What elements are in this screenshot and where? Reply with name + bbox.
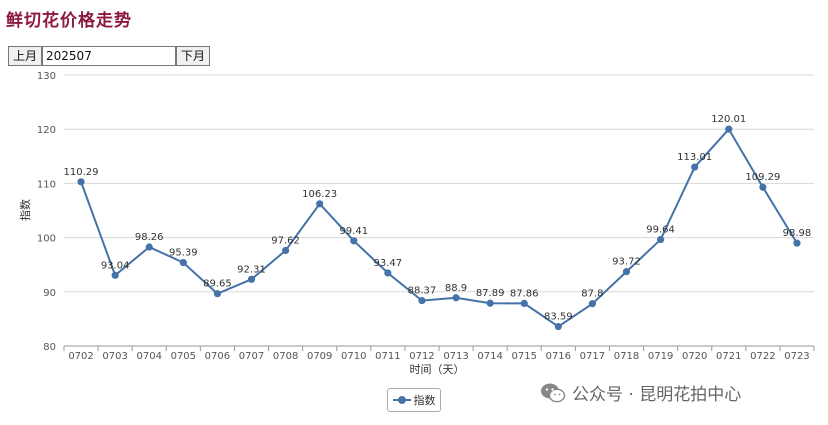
legend-marker-icon <box>392 395 411 405</box>
x-tick-label: 0718 <box>614 351 639 362</box>
data-label: 88.9 <box>445 283 467 294</box>
data-point <box>350 237 358 245</box>
data-label: 87.89 <box>476 288 505 299</box>
y-axis-label: 指数 <box>18 199 32 221</box>
x-tick-label: 0703 <box>102 351 127 362</box>
data-point <box>281 246 290 255</box>
data-label: 92.31 <box>237 264 266 275</box>
data-label: 106.23 <box>302 189 337 200</box>
x-tick-label: 0704 <box>137 351 162 362</box>
data-point <box>759 183 767 191</box>
y-tick-label: 130 <box>37 71 56 82</box>
data-label: 110.29 <box>64 167 99 178</box>
data-point <box>111 271 119 279</box>
data-point <box>554 322 562 331</box>
data-point <box>691 163 699 171</box>
month-controls: 上月 下月 <box>8 46 211 66</box>
y-tick-label: 90 <box>43 288 56 299</box>
data-label: 93.04 <box>101 260 130 271</box>
data-label: 98.98 <box>783 228 812 239</box>
data-label: 87.86 <box>510 288 539 299</box>
watermark: 公众号 · 昆明花拍中心 <box>540 380 741 405</box>
wechat-icon <box>541 383 566 402</box>
y-tick-label: 110 <box>37 179 56 190</box>
data-point <box>725 125 733 133</box>
series-line-group: 110.29 93.04 98.26 95.39 89.65 92.31 97.62 106.… <box>64 114 812 331</box>
data-point <box>384 269 392 277</box>
x-tick-label: 0720 <box>682 351 707 362</box>
data-point <box>316 200 324 208</box>
data-label: 113.01 <box>677 152 712 163</box>
data-label: 83.59 <box>544 312 573 323</box>
x-tick-label: 0711 <box>375 351 400 362</box>
x-tick-label: 0702 <box>68 351 93 362</box>
x-axis-ticks: 0702 0703 0704 0705 0706 0707 0708 0709 0710 0711… <box>63 346 815 362</box>
data-point <box>213 290 222 298</box>
data-point <box>418 297 426 305</box>
y-axis-ticks: 80 90 100 110 120 130 <box>37 71 56 353</box>
y-tick-label: 120 <box>37 125 56 136</box>
next-month-button[interactable]: 下月 <box>176 46 211 66</box>
data-label: 120.01 <box>711 114 746 125</box>
x-tick-label: 0708 <box>273 351 298 362</box>
data-label: 87.8 <box>581 289 603 300</box>
x-tick-label: 0712 <box>409 351 434 362</box>
prev-month-button[interactable]: 上月 <box>8 46 43 66</box>
data-label: 89.65 <box>203 279 232 290</box>
x-axis-label: 时间（天） <box>410 363 465 376</box>
x-tick-label: 0707 <box>239 351 264 362</box>
data-label: 97.62 <box>271 235 300 246</box>
chart-grid <box>64 74 814 347</box>
data-point <box>520 299 528 307</box>
watermark-text: 公众号 · 昆明花拍中心 <box>572 385 742 405</box>
data-label: 95.39 <box>169 248 198 259</box>
data-label: 93.47 <box>374 258 403 269</box>
data-point <box>622 268 631 276</box>
data-point <box>793 239 801 247</box>
x-tick-label: 0715 <box>512 351 537 362</box>
x-tick-label: 0705 <box>171 351 196 362</box>
x-tick-label: 0717 <box>580 351 605 362</box>
x-tick-label: 0709 <box>307 351 332 362</box>
y-tick-label: 80 <box>43 342 56 353</box>
x-tick-label: 0721 <box>716 351 741 362</box>
y-tick-label: 100 <box>37 234 56 245</box>
data-label: 99.64 <box>646 225 675 236</box>
data-point <box>247 275 256 283</box>
data-point <box>77 178 85 186</box>
data-label: 98.26 <box>135 232 164 243</box>
legend-label: 指数 <box>413 394 436 407</box>
x-tick-label: 0714 <box>477 351 502 362</box>
data-label: 93.72 <box>612 257 641 268</box>
data-label: 99.41 <box>339 226 368 237</box>
x-tick-label: 0706 <box>205 351 230 362</box>
month-input[interactable] <box>42 46 177 66</box>
data-point <box>656 235 665 244</box>
data-point <box>179 258 187 267</box>
x-tick-label: 0722 <box>750 351 775 362</box>
x-tick-label: 0710 <box>341 351 366 362</box>
data-point <box>588 300 597 308</box>
data-point <box>486 299 494 307</box>
data-label: 109.29 <box>745 172 780 183</box>
x-tick-label: 0716 <box>546 351 571 362</box>
x-tick-label: 0723 <box>784 351 809 362</box>
series-line <box>80 127 798 328</box>
chart-legend[interactable]: 指数 <box>387 388 441 412</box>
x-tick-label: 0719 <box>648 351 673 362</box>
page-title: 鲜切花价格走势 <box>6 11 132 31</box>
data-point <box>452 294 460 302</box>
data-label: 88.37 <box>408 286 437 297</box>
data-point <box>145 243 153 251</box>
x-tick-label: 0713 <box>443 351 468 362</box>
